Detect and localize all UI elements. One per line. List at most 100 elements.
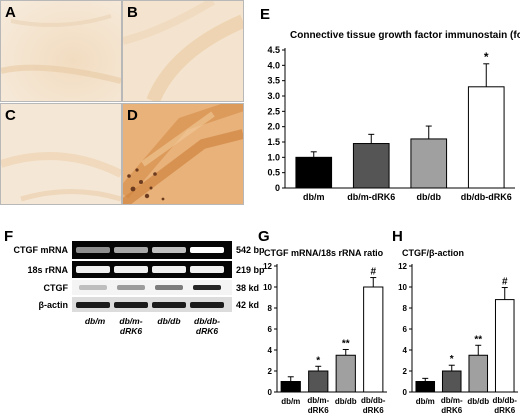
y-tick-label: 6 (268, 325, 273, 334)
y-tick-label: 0 (403, 388, 408, 397)
x-category-label: db/m (303, 192, 325, 202)
significance-marker: * (450, 354, 454, 365)
micrograph-d-image (123, 104, 243, 204)
y-tick-label: 0 (268, 388, 273, 397)
gel-size-label: 542 bp (236, 245, 265, 255)
y-tick-label: 4.5 (267, 45, 280, 55)
bar (467, 86, 505, 189)
y-tick-label: 10 (398, 283, 407, 292)
y-tick-label: 2 (403, 367, 408, 376)
x-category-label-line2: dRK6 (363, 406, 384, 415)
y-tick-label: 4.0 (267, 60, 280, 70)
micrograph-b-image (123, 1, 243, 101)
bar (308, 370, 329, 393)
x-category-label: db/db (335, 397, 357, 406)
x-category-label: db/db- (493, 396, 518, 405)
panel-label-f: F (4, 228, 14, 245)
bar (335, 354, 356, 393)
bar (352, 143, 390, 189)
gel-band-18s (114, 266, 148, 273)
significance-marker: ** (342, 338, 350, 349)
bar (468, 354, 489, 393)
gel-size-label: 42 kd (236, 300, 260, 310)
bar (280, 381, 301, 393)
x-category-label: db/m (416, 397, 435, 406)
gel-band-actin (76, 302, 110, 308)
x-category-label: db/db (467, 397, 489, 406)
y-tick-label: 8 (268, 304, 273, 313)
y-tick-label: 2.5 (267, 106, 280, 116)
panel-label-c: C (5, 107, 16, 124)
panel-label-a: A (5, 4, 16, 21)
significance-marker: * (484, 50, 489, 64)
bar (415, 381, 436, 393)
significance-marker: ** (474, 334, 482, 345)
gel-band-ctgf-mrna (190, 247, 224, 253)
y-tick-label: 8 (403, 304, 408, 313)
y-tick-label: 1.0 (267, 152, 280, 162)
lane-line1: db/db- (194, 316, 220, 326)
bar (410, 138, 448, 189)
lane-line1: db/m (84, 316, 106, 326)
bar (494, 299, 515, 393)
micrograph-c (0, 103, 122, 205)
panel-label-b: B (127, 4, 138, 21)
gel-band-ctgf-mrna (152, 247, 186, 253)
gel-lane-label: db/db- dRK6 (190, 316, 224, 336)
significance-marker: * (316, 355, 320, 366)
gel-band-18s (76, 266, 110, 273)
gel-lane-label: db/db (152, 316, 186, 326)
micrograph-c-image (1, 104, 121, 204)
y-tick-label: 3.5 (267, 76, 280, 86)
chart-h-title: CTGF/β-action (402, 248, 464, 258)
y-tick-label: 4 (268, 346, 273, 355)
lane-line2: dRK6 (195, 326, 219, 336)
y-tick-label: 4 (403, 346, 408, 355)
gel-band-actin (190, 302, 224, 308)
x-category-label-line2: dRK6 (441, 406, 462, 415)
gel-row-label: CTGF (43, 283, 69, 293)
x-category-label: db/db- (361, 396, 386, 405)
gel-band-ctgf (117, 285, 145, 290)
x-category-label: db/m (281, 397, 300, 406)
micrograph-b (122, 0, 244, 102)
lane-line2: dRK6 (119, 326, 143, 336)
x-category-label: db/m- (307, 396, 329, 405)
gel-row-label: 18s rRNA (27, 265, 68, 275)
significance-marker: # (370, 267, 376, 278)
y-tick-label: 0 (275, 183, 280, 193)
x-category-label-line2: dRK6 (308, 406, 329, 415)
gel-lane-label: db/m- dRK6 (114, 316, 148, 336)
gel-band-actin (152, 302, 186, 308)
y-tick-label: 12 (398, 262, 407, 271)
panel-label-d: D (127, 107, 138, 124)
y-tick-label: 2 (268, 367, 273, 376)
gel-band-18s (152, 266, 186, 273)
gel-band-18s (190, 266, 224, 273)
panel-label-h: H (392, 228, 403, 245)
y-tick-label: 12 (263, 262, 272, 271)
bar (363, 286, 384, 393)
micrograph-a-image (1, 1, 121, 101)
x-category-label: db/db (417, 192, 442, 202)
chart-g-title: CTGF mRNA/18s rRNA ratio (264, 248, 384, 258)
gel-size-label: 219 bp (236, 265, 265, 275)
bar (295, 156, 333, 189)
gel-band-ctgf-mrna (114, 247, 148, 253)
lane-line1: db/m- (119, 316, 143, 326)
gel-lane-label: db/m (78, 316, 112, 326)
y-tick-label: 1.5 (267, 137, 280, 147)
gel-row-label: CTGF mRNA (13, 245, 69, 255)
y-tick-label: 0.5 (267, 168, 280, 178)
gel-band-ctgf (79, 285, 107, 290)
panel-label-e: E (260, 6, 271, 23)
gel-strip-ctgf (72, 280, 232, 295)
gel-row-label: β-actin (38, 300, 69, 310)
micrograph-d (122, 103, 244, 205)
gel-band-ctgf (193, 285, 221, 290)
x-category-label: db/m- (441, 396, 463, 405)
micrograph-a (0, 0, 122, 102)
gel-band-ctgf-mrna (76, 247, 110, 253)
y-tick-label: 3.0 (267, 91, 280, 101)
bar (441, 370, 462, 393)
